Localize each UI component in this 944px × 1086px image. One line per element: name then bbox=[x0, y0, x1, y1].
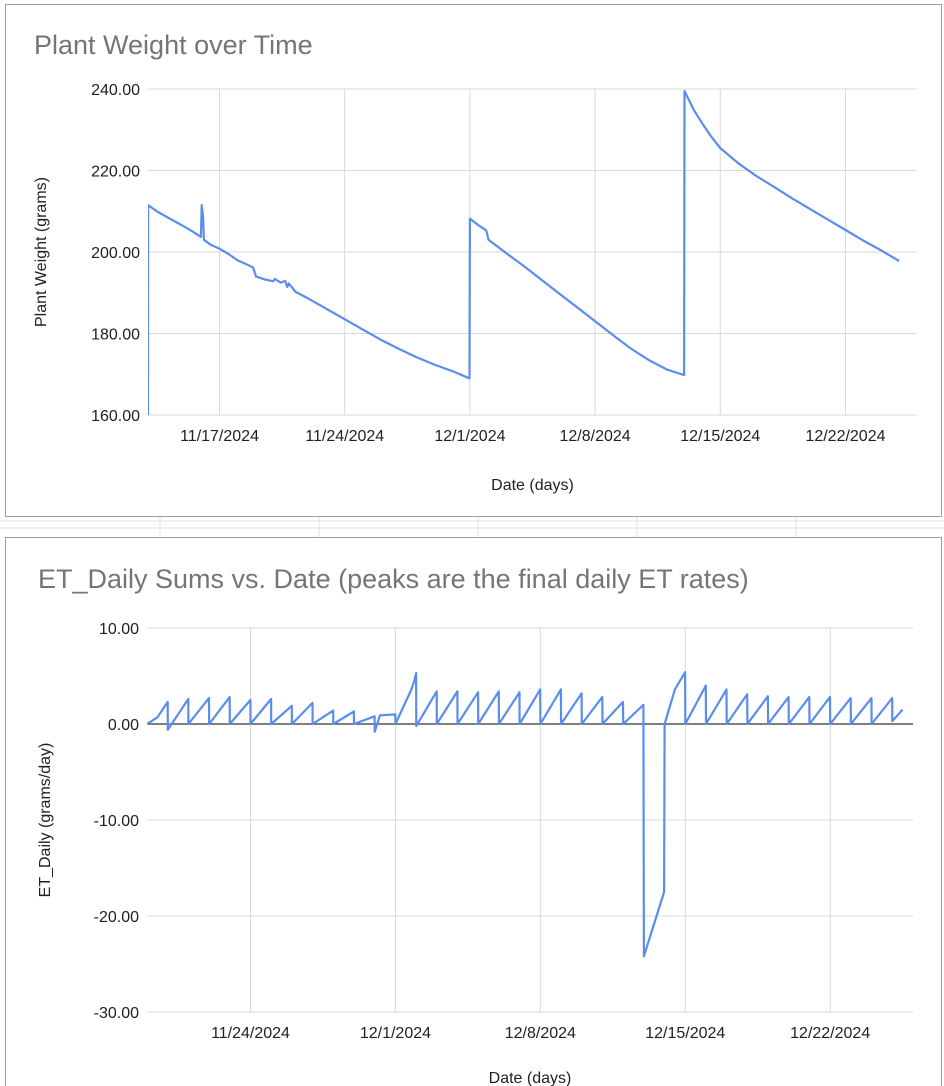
series-line bbox=[148, 89, 900, 416]
x-tick-label: 11/17/2024 bbox=[180, 428, 259, 445]
x-tick-label: 12/15/2024 bbox=[645, 1025, 725, 1042]
grid bbox=[148, 88, 917, 416]
x-axis-label: Date (days) bbox=[489, 1070, 572, 1086]
et-daily-chart[interactable]: -30.00 -20.00 -10.00 0.00 10.00 11/24/2024 12/… bbox=[5, 537, 942, 1086]
x-tick-label: 11/24/2024 bbox=[305, 428, 384, 445]
x-tick-label: 12/22/2024 bbox=[805, 428, 885, 445]
y-tick-label: 240.00 bbox=[91, 82, 140, 99]
plant-weight-chart[interactable]: 160.00 180.00 200.00 220.00 240.00 11/17/2024… bbox=[5, 4, 942, 517]
x-tick-label: 12/1/2024 bbox=[434, 428, 505, 445]
x-tick-label: 11/24/2024 bbox=[211, 1025, 290, 1042]
y-axis-label: ET_Daily (grams/day) bbox=[37, 743, 54, 898]
y-tick-label: 0.00 bbox=[108, 717, 139, 734]
series-line bbox=[147, 671, 904, 958]
x-tick-label: 12/8/2024 bbox=[559, 428, 630, 445]
y-tick-label: -30.00 bbox=[94, 1005, 139, 1022]
y-tick-label: -10.00 bbox=[94, 813, 139, 830]
chart-title: Plant Weight over Time bbox=[34, 30, 313, 60]
y-axis-label: Plant Weight (grams) bbox=[33, 177, 50, 327]
y-tick-label: 160.00 bbox=[91, 408, 140, 425]
y-tick-label: 200.00 bbox=[91, 245, 140, 262]
chart-title: ET_Daily Sums vs. Date (peaks are the fi… bbox=[38, 564, 749, 594]
et-daily-plot: -30.00 -20.00 -10.00 0.00 10.00 11/24/2024 12/… bbox=[37, 621, 913, 1086]
y-tick-label: 220.00 bbox=[91, 164, 140, 181]
x-tick-label: 12/1/2024 bbox=[360, 1025, 431, 1042]
x-axis-label: Date (days) bbox=[491, 477, 574, 494]
y-tick-label: 10.00 bbox=[99, 621, 139, 638]
y-tick-label: -20.00 bbox=[94, 909, 139, 926]
x-tick-label: 12/8/2024 bbox=[505, 1025, 576, 1042]
plant-weight-plot: 160.00 180.00 200.00 220.00 240.00 11/17/2024… bbox=[33, 82, 917, 494]
grid bbox=[147, 627, 913, 1013]
x-tick-label: 12/15/2024 bbox=[680, 428, 760, 445]
x-tick-label: 12/22/2024 bbox=[790, 1025, 870, 1042]
y-tick-label: 180.00 bbox=[91, 327, 140, 344]
